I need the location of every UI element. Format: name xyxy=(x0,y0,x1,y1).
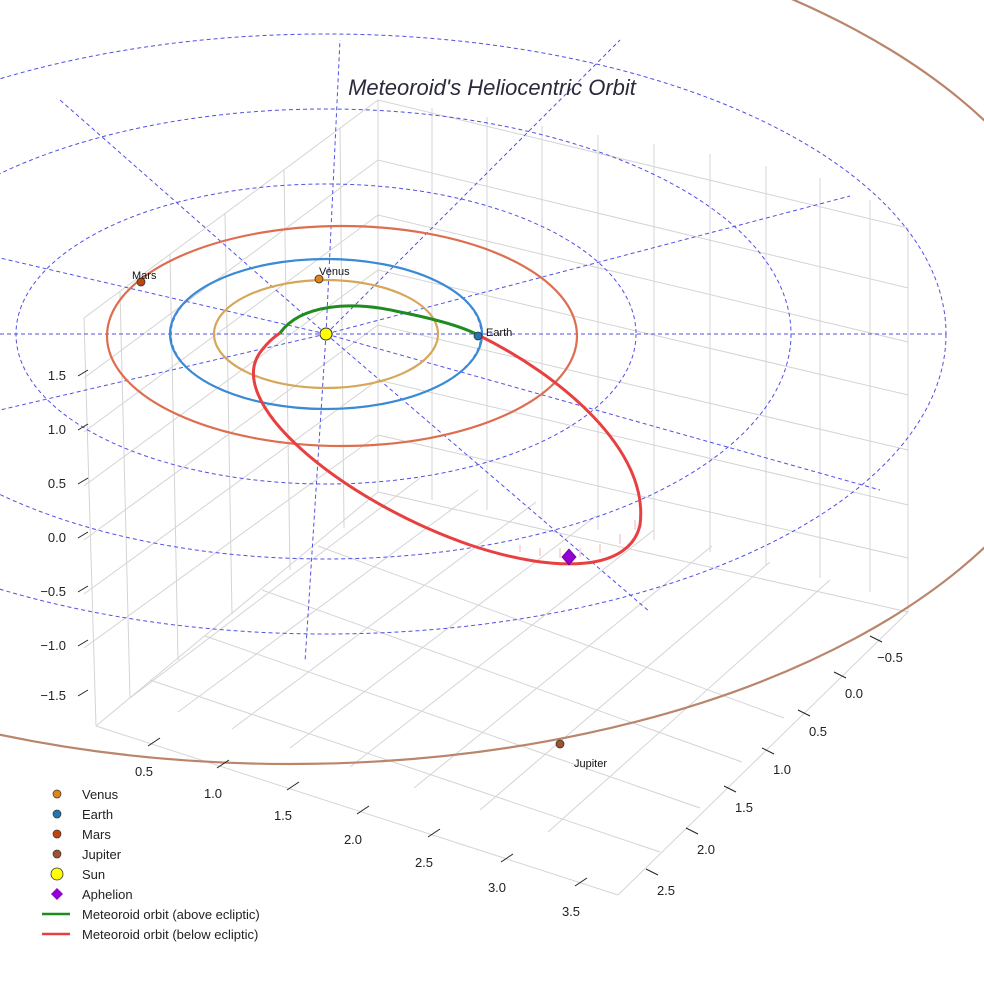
y-tick-mark xyxy=(833,671,847,679)
z-tick-label: −1.0 xyxy=(40,638,66,653)
legend-swatch xyxy=(50,867,64,881)
mars-marker xyxy=(136,277,146,287)
y-tick-label: 1.5 xyxy=(735,800,753,815)
y-tick-mark xyxy=(645,868,659,876)
legend-item: Sun xyxy=(50,867,105,882)
earth-marker xyxy=(473,331,483,341)
legend-label: Sun xyxy=(82,867,105,882)
x-tick-label: 3.5 xyxy=(562,904,580,919)
x-tick-label: 2.5 xyxy=(415,855,433,870)
legend-swatch xyxy=(52,829,62,839)
jupiter-orbit xyxy=(0,0,984,765)
x-tick-label: 0.5 xyxy=(135,764,153,779)
planet-orbits xyxy=(0,0,984,765)
y-tick-label: 0.5 xyxy=(809,724,827,739)
x-tick-label: 1.0 xyxy=(204,786,222,801)
z-tick-label: 0.5 xyxy=(48,476,66,491)
legend-item: Meteoroid orbit (below ecliptic) xyxy=(42,927,258,942)
y-tick-label: 2.0 xyxy=(697,842,715,857)
z-tick-mark xyxy=(77,369,89,377)
jupiter-marker xyxy=(555,739,565,749)
legend-label: Meteoroid orbit (below ecliptic) xyxy=(82,927,258,942)
legend: Venus Earth Mars Jupiter Sun Aphelion Meteoroi… xyxy=(42,787,260,942)
legend-swatch xyxy=(52,789,62,799)
z-tick-label: −0.5 xyxy=(40,584,66,599)
legend-label: Earth xyxy=(82,807,113,822)
x-tick-mark xyxy=(500,853,514,863)
z-tick-label: −1.5 xyxy=(40,688,66,703)
legend-swatch xyxy=(51,888,63,900)
z-tick-mark xyxy=(77,477,89,485)
earth-orbit xyxy=(168,257,484,411)
z-tick-label: 1.5 xyxy=(48,368,66,383)
x-tick-label: 2.0 xyxy=(344,832,362,847)
legend-item: Aphelion xyxy=(51,887,133,902)
y-tick-label: 2.5 xyxy=(657,883,675,898)
markers: Venus Earth Mars Jupiter xyxy=(132,266,607,770)
x-tick-mark xyxy=(356,805,370,815)
venus-label: Venus xyxy=(319,266,350,278)
legend-label: Aphelion xyxy=(82,887,133,902)
venus-orbit xyxy=(212,278,440,390)
legend-item: Jupiter xyxy=(52,847,122,862)
x-tick-mark xyxy=(216,759,230,769)
legend-swatch xyxy=(52,849,62,859)
x-tick-mark xyxy=(286,781,300,791)
axis-grid xyxy=(83,99,909,896)
legend-label: Meteoroid orbit (above ecliptic) xyxy=(82,907,260,922)
sun-marker xyxy=(319,327,333,341)
z-tick-mark xyxy=(77,585,89,593)
z-tick-mark xyxy=(77,423,89,431)
x-tick-label: 3.0 xyxy=(488,880,506,895)
y-tick-mark xyxy=(869,635,883,643)
y-tick-label: 0.0 xyxy=(845,686,863,701)
chart-title: Meteoroid's Heliocentric Orbit xyxy=(348,75,637,100)
jupiter-label: Jupiter xyxy=(574,758,607,770)
meteoroid-orbit-above xyxy=(278,304,479,337)
z-tick-label: 0.0 xyxy=(48,530,66,545)
aphelion-marker xyxy=(561,548,577,566)
y-tick-mark xyxy=(797,709,811,717)
legend-label: Mars xyxy=(82,827,111,842)
z-tick-mark xyxy=(77,639,89,647)
y-tick-label: −0.5 xyxy=(877,650,903,665)
meteoroid-orbit xyxy=(252,304,643,566)
legend-label: Jupiter xyxy=(82,847,122,862)
z-tick-mark xyxy=(77,689,89,697)
x-tick-mark xyxy=(147,737,161,747)
venus-marker xyxy=(314,274,324,284)
z-tick-label: 1.0 xyxy=(48,422,66,437)
y-tick-label: 1.0 xyxy=(773,762,791,777)
legend-item: Venus xyxy=(52,787,119,802)
x-tick-mark xyxy=(427,828,441,838)
legend-item: Meteoroid orbit (above ecliptic) xyxy=(42,907,260,922)
legend-item: Earth xyxy=(52,807,113,822)
x-tick-mark xyxy=(574,877,588,887)
y-tick-mark xyxy=(723,785,737,793)
axis-ticks: 1.5 1.0 0.5 0.0 −0.5 −1.0 −1.5 0.5 1.0 1.5 2.0 2.5 3… xyxy=(40,368,903,919)
ecliptic-polar-grid xyxy=(0,33,947,663)
meteoroid-orbit-below xyxy=(252,331,643,566)
earth-label: Earth xyxy=(486,327,512,339)
mars-label: Mars xyxy=(132,270,157,282)
y-tick-mark xyxy=(685,827,699,835)
y-tick-mark xyxy=(761,747,775,755)
z-tick-mark xyxy=(77,531,89,539)
legend-label: Venus xyxy=(82,787,119,802)
legend-item: Mars xyxy=(52,827,111,842)
legend-swatch xyxy=(52,809,62,819)
mars-orbit xyxy=(105,224,579,448)
x-tick-label: 1.5 xyxy=(274,808,292,823)
